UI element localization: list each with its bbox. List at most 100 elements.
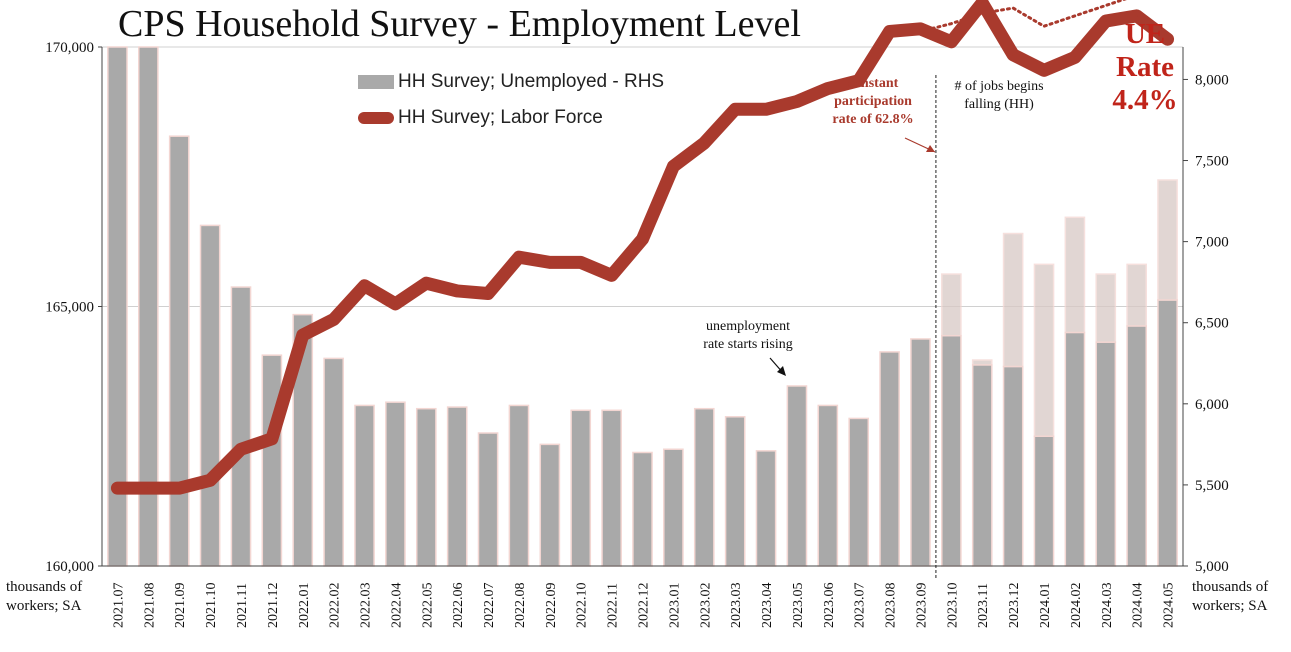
labor-force-point-2024.05 — [1166, 38, 1169, 41]
x-tick-label: 2022.12 — [637, 583, 652, 629]
x-tick-label: 2023.02 — [698, 583, 713, 629]
labor-force-point-2021.09 — [178, 487, 181, 490]
x-tick-label: 2021.11 — [235, 583, 250, 628]
labor-force-point-2021.07 — [116, 487, 119, 490]
unit-line: thousands of — [1192, 579, 1269, 595]
labor-force-point-2024.01 — [1043, 69, 1046, 72]
bar-2024.04 — [1126, 325, 1147, 567]
bar-2024.02 — [1064, 331, 1086, 567]
ghost-bar-2024.01 — [1033, 263, 1055, 437]
bar-2023.10 — [941, 334, 962, 567]
bar-2024.05 — [1157, 299, 1178, 567]
labor-force-point-2021.12 — [270, 437, 273, 440]
labor-force-point-2022.04 — [394, 302, 397, 305]
x-tick-label: 2023.08 — [884, 583, 899, 629]
legend-swatch-line — [358, 112, 394, 124]
ghost-bar-2023.10 — [941, 273, 962, 337]
x-tick-label: 2023.03 — [729, 583, 744, 629]
bar-2023.12 — [1002, 365, 1024, 567]
labor-force-point-2022.07 — [487, 292, 490, 295]
x-tick-label: 2022.04 — [389, 583, 404, 629]
bar-2022.10 — [570, 409, 592, 567]
annotation-constant-participation: constant participation rate of 62.8% — [818, 75, 928, 129]
left-tick-label: 165,000 — [45, 300, 94, 316]
left-tick-label: 170,000 — [45, 40, 94, 56]
ghost-bar-2024.05 — [1157, 179, 1178, 301]
labor-force-point-2024.03 — [1104, 20, 1107, 23]
left-tick-label: 160,000 — [45, 559, 94, 575]
bar-2023.05 — [786, 385, 808, 567]
left-axis-unit: thousands of workers; SA — [6, 578, 82, 616]
bar-2022.09 — [539, 443, 561, 567]
ue-label: UE — [1124, 18, 1166, 50]
bar-2023.03 — [724, 416, 746, 567]
legend-swatch-bars — [358, 75, 394, 89]
x-tick-label: 2022.02 — [328, 583, 343, 629]
labor-force-point-2022.02 — [332, 318, 335, 321]
annotation-line: unemployment — [706, 319, 790, 334]
labor-force-point-2024.02 — [1073, 56, 1076, 59]
labor-force-point-2023.03 — [734, 108, 737, 111]
right-tick-label: 7,500 — [1195, 154, 1229, 170]
annotation-unemployment-rising: unemployment rate starts rising — [676, 318, 820, 354]
labor-force-point-2021.11 — [239, 448, 242, 451]
x-tick-label: 2023.10 — [945, 583, 960, 629]
labor-force-point-2022.01 — [301, 334, 304, 337]
annotation-line: rate starts rising — [703, 337, 793, 352]
bar-2022.04 — [385, 401, 406, 567]
x-tick-label: 2022.07 — [482, 583, 497, 629]
labor-force-point-2022.11 — [610, 274, 613, 277]
bar-2021.10 — [199, 224, 221, 567]
labor-force-point-2023.01 — [672, 165, 675, 168]
x-tick-label: 2023.04 — [760, 583, 775, 629]
bar-2022.02 — [323, 357, 344, 567]
labor-force-point-2023.11 — [981, 1, 984, 4]
x-tick-label: 2023.01 — [667, 583, 682, 629]
x-tick-label: 2022.10 — [575, 583, 590, 629]
bar-2023.11 — [971, 364, 993, 567]
x-tick-label: 2024.02 — [1069, 583, 1084, 629]
x-tick-label: 2024.03 — [1100, 583, 1115, 629]
annotation-line: # of jobs begins — [954, 79, 1044, 94]
legend-item-line: HH Survey; Labor Force — [358, 100, 664, 136]
ue-rate-box: UE Rate 4.4% — [1100, 18, 1190, 117]
right-tick-label: 6,000 — [1195, 397, 1229, 413]
ghost-bar-2024.04 — [1126, 263, 1147, 327]
right-tick-labels: 5,000 5,500 6,000 6,500 7,000 7,500 8,000 — [1183, 72, 1229, 575]
labor-force-line — [110, 0, 1175, 495]
legend-item-bars: HH Survey; Unemployed - RHS — [358, 64, 664, 100]
labor-force-point-2023.06 — [826, 87, 829, 90]
bar-2023.04 — [755, 450, 777, 567]
labor-force-point-2022.10 — [579, 261, 582, 264]
annotation-line: falling (HH) — [964, 97, 1034, 112]
bar-2023.09 — [910, 338, 931, 567]
x-tick-label: 2021.07 — [111, 583, 126, 629]
right-tick-label: 7,000 — [1195, 235, 1229, 251]
x-tick-label: 2022.08 — [513, 583, 528, 629]
right-tick-label: 5,000 — [1195, 559, 1229, 575]
labor-force-point-2021.10 — [209, 479, 212, 482]
ghost-bar-2023.12 — [1002, 232, 1024, 368]
bar-2023.08 — [879, 351, 900, 567]
bar-2024.03 — [1095, 341, 1117, 567]
annotation-arrows — [769, 137, 936, 376]
labor-force-point-2023.08 — [888, 30, 891, 33]
bar-2021.11 — [230, 286, 252, 567]
x-tick-label: 2021.08 — [142, 583, 157, 629]
ue-rate-label: Rate — [1116, 51, 1174, 83]
labor-force-point-2024.04 — [1135, 14, 1138, 17]
right-tick-label: 6,500 — [1195, 316, 1229, 332]
x-tick-label: 2023.12 — [1007, 582, 1022, 628]
labor-force-point-2023.12 — [1012, 53, 1015, 56]
x-tick-label: 2023.06 — [822, 583, 837, 629]
legend-label-bars: HH Survey; Unemployed - RHS — [398, 71, 665, 92]
ue-rate-value: 4.4% — [1112, 84, 1178, 116]
ghost-bar-2024.02 — [1064, 216, 1086, 334]
bar-2023.02 — [693, 407, 715, 567]
x-tick-label: 2023.11 — [976, 583, 991, 628]
bar-2022.08 — [508, 404, 530, 567]
annotation-line: rate of 62.8% — [832, 112, 914, 127]
x-tick-label: 2022.11 — [606, 583, 621, 628]
x-tick-label: 2021.09 — [173, 583, 188, 629]
